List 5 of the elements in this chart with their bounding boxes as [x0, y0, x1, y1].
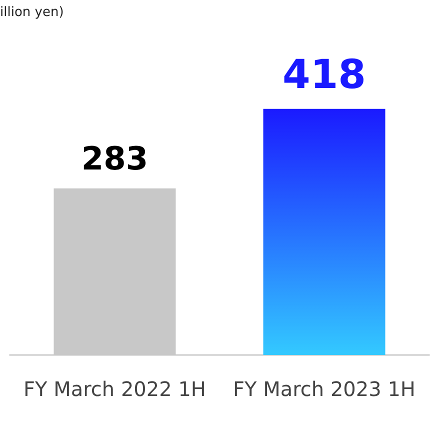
- text: illion yen): [0, 5, 64, 20]
- data-label: 418: [282, 52, 366, 98]
- x-tick-label: FY March 2022 1H: [24, 377, 206, 401]
- data-label: 283: [81, 139, 148, 178]
- x-tick-label: FY March 2023 1H: [233, 377, 416, 401]
